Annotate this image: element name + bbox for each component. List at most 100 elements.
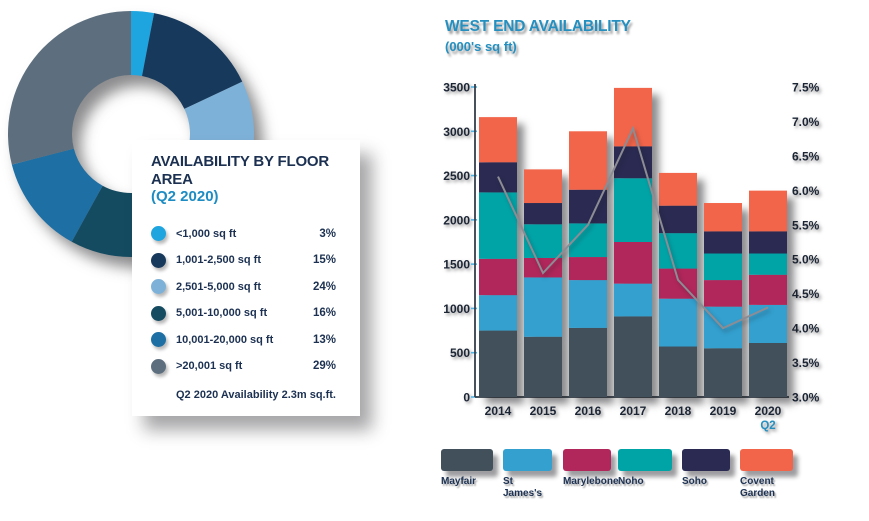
right-axis-tick-label: 3.5% (792, 356, 820, 370)
bar-column-2016 (569, 131, 607, 397)
legend-series-label: Mayfair (441, 476, 477, 487)
legend-swatch (740, 449, 793, 471)
bar-segment (704, 253, 742, 281)
right-axis-tick-label: 4.0% (792, 322, 820, 336)
bar-segment (749, 274, 787, 305)
bar-segment (659, 205, 697, 234)
legend-item: Mayfair (441, 449, 493, 488)
right-axis-tick-label: 6.0% (792, 184, 820, 198)
legend-item: St James's (503, 449, 552, 500)
legend-dot (151, 332, 166, 348)
bar-segment (569, 223, 607, 258)
card-subtitle: (Q2 2020) (151, 188, 219, 206)
availability-note: Q2 2020 Availability 2.3m sq.ft. (176, 388, 336, 401)
floor-area-legend: <1,000 sq ft 3% 1,001-2,500 sq ft 15% 2,501-… (151, 221, 344, 380)
legend-dot (151, 252, 166, 268)
bar-segment (524, 169, 562, 204)
left-axis-tick-label: 1000 (443, 302, 470, 316)
right-axis-tick-label: 6.5% (792, 149, 820, 163)
bar-segment (749, 190, 787, 232)
legend-dot (151, 305, 166, 321)
floor-area-legend-row: <1,000 sq ft 3% (151, 221, 344, 248)
x-axis-label: 2015 (530, 404, 557, 418)
right-axis-tick-label: 5.0% (792, 253, 820, 267)
bar-segment (614, 87, 652, 147)
bar-chart-legend: Mayfair St James's Marylebone Noho Soho Coven… (430, 449, 869, 515)
west-end-bar-chart: 0 500 1000 1500 2000 2500 3000 3500 3.0% 3.5% 4.0%… (443, 81, 820, 433)
right-axis-tick-label: 4.5% (792, 287, 820, 301)
left-axis-tick-label: 1500 (443, 258, 470, 272)
bar-column-2017 (614, 87, 652, 397)
donut-slice (7, 11, 132, 165)
legend-label: <1,000 sq ft (176, 227, 237, 240)
legend-label: 5,001-10,000 sq ft (176, 307, 268, 320)
bar-segment (524, 336, 562, 397)
left-axis-tick-label: 3500 (443, 81, 470, 95)
legend-percent: 24% (312, 280, 336, 293)
donut-slice (11, 148, 103, 242)
legend-dot (151, 226, 166, 242)
bar-segment (614, 316, 652, 397)
legend-swatch (503, 449, 552, 471)
availability-card: AVAILABILITY BY FLOOR AREA (Q2 2020) <1,… (132, 140, 360, 416)
bar-segment (614, 283, 652, 317)
legend-swatch (682, 449, 730, 471)
legend-percent: 29% (312, 360, 336, 373)
bar-segment (749, 342, 787, 397)
x-axis-label: 2018 (665, 404, 692, 418)
floor-area-legend-row: 5,001-10,000 sq ft 16% (151, 300, 344, 327)
right-axis-tick-label: 3.0% (792, 391, 820, 405)
bar-segment (704, 231, 742, 254)
bar-column-2014 (479, 117, 517, 397)
legend-label: >20,001 sq ft (176, 360, 243, 373)
legend-percent: 15% (312, 254, 336, 267)
legend-series-label: St James's (503, 476, 543, 499)
bar-segment (749, 231, 787, 254)
bar-column-2018 (659, 172, 697, 397)
bar-column-2019 (704, 203, 742, 397)
legend-series-label: Marylebone (563, 476, 619, 487)
left-axis-tick-label: 500 (450, 346, 470, 360)
left-axis-tick-label: 2000 (443, 213, 470, 227)
donut-slice (142, 13, 243, 109)
bar-column-2020 (749, 190, 787, 397)
x-axis-label: 2014 (485, 404, 512, 418)
floor-area-legend-row: 10,001-20,000 sq ft 13% (151, 327, 344, 354)
bar-segment (479, 258, 517, 296)
bar-segment (479, 295, 517, 331)
bar-chart-title: WEST END AVAILABILITY (445, 18, 631, 35)
x-axis-label: 2020 (755, 404, 782, 418)
legend-percent: 16% (312, 307, 336, 320)
legend-label: 2,501-5,000 sq ft (176, 280, 261, 293)
right-axis-tick-label: 7.5% (792, 81, 820, 95)
bar-segment (749, 304, 787, 343)
floor-area-legend-row: 2,501-5,000 sq ft 24% (151, 274, 344, 301)
bar-segment (614, 242, 652, 284)
legend-percent: 3% (319, 227, 336, 240)
legend-dot (151, 279, 166, 295)
legend-swatch (618, 449, 672, 471)
bar-segment (524, 257, 562, 278)
floor-area-legend-row: >20,001 sq ft 29% (151, 353, 344, 380)
bar-segment (749, 253, 787, 275)
bar-segment (479, 117, 517, 163)
bar-segment (704, 203, 742, 232)
legend-percent: 13% (312, 333, 336, 346)
left-axis-tick-label: 3000 (443, 125, 470, 139)
bar-chart-subtitle: (000's sq ft) (445, 39, 517, 54)
bar-segment (524, 224, 562, 258)
floor-area-legend-row: 1,001-2,500 sq ft 15% (151, 247, 344, 274)
bar-segment (569, 257, 607, 281)
bar-segment (614, 178, 652, 242)
legend-label: 1,001-2,500 sq ft (176, 254, 261, 267)
trend-line (497, 125, 769, 330)
left-axis-tick-label: 2500 (443, 169, 470, 183)
bar-segment (659, 346, 697, 397)
bar-segment (659, 298, 697, 347)
bar-segment (569, 327, 607, 397)
legend-item: Noho (618, 449, 672, 488)
legend-item: Covent Garden (740, 449, 793, 500)
right-axis-tick-label: 5.5% (792, 218, 820, 232)
donut-slice (131, 11, 155, 77)
legend-swatch (563, 449, 611, 471)
